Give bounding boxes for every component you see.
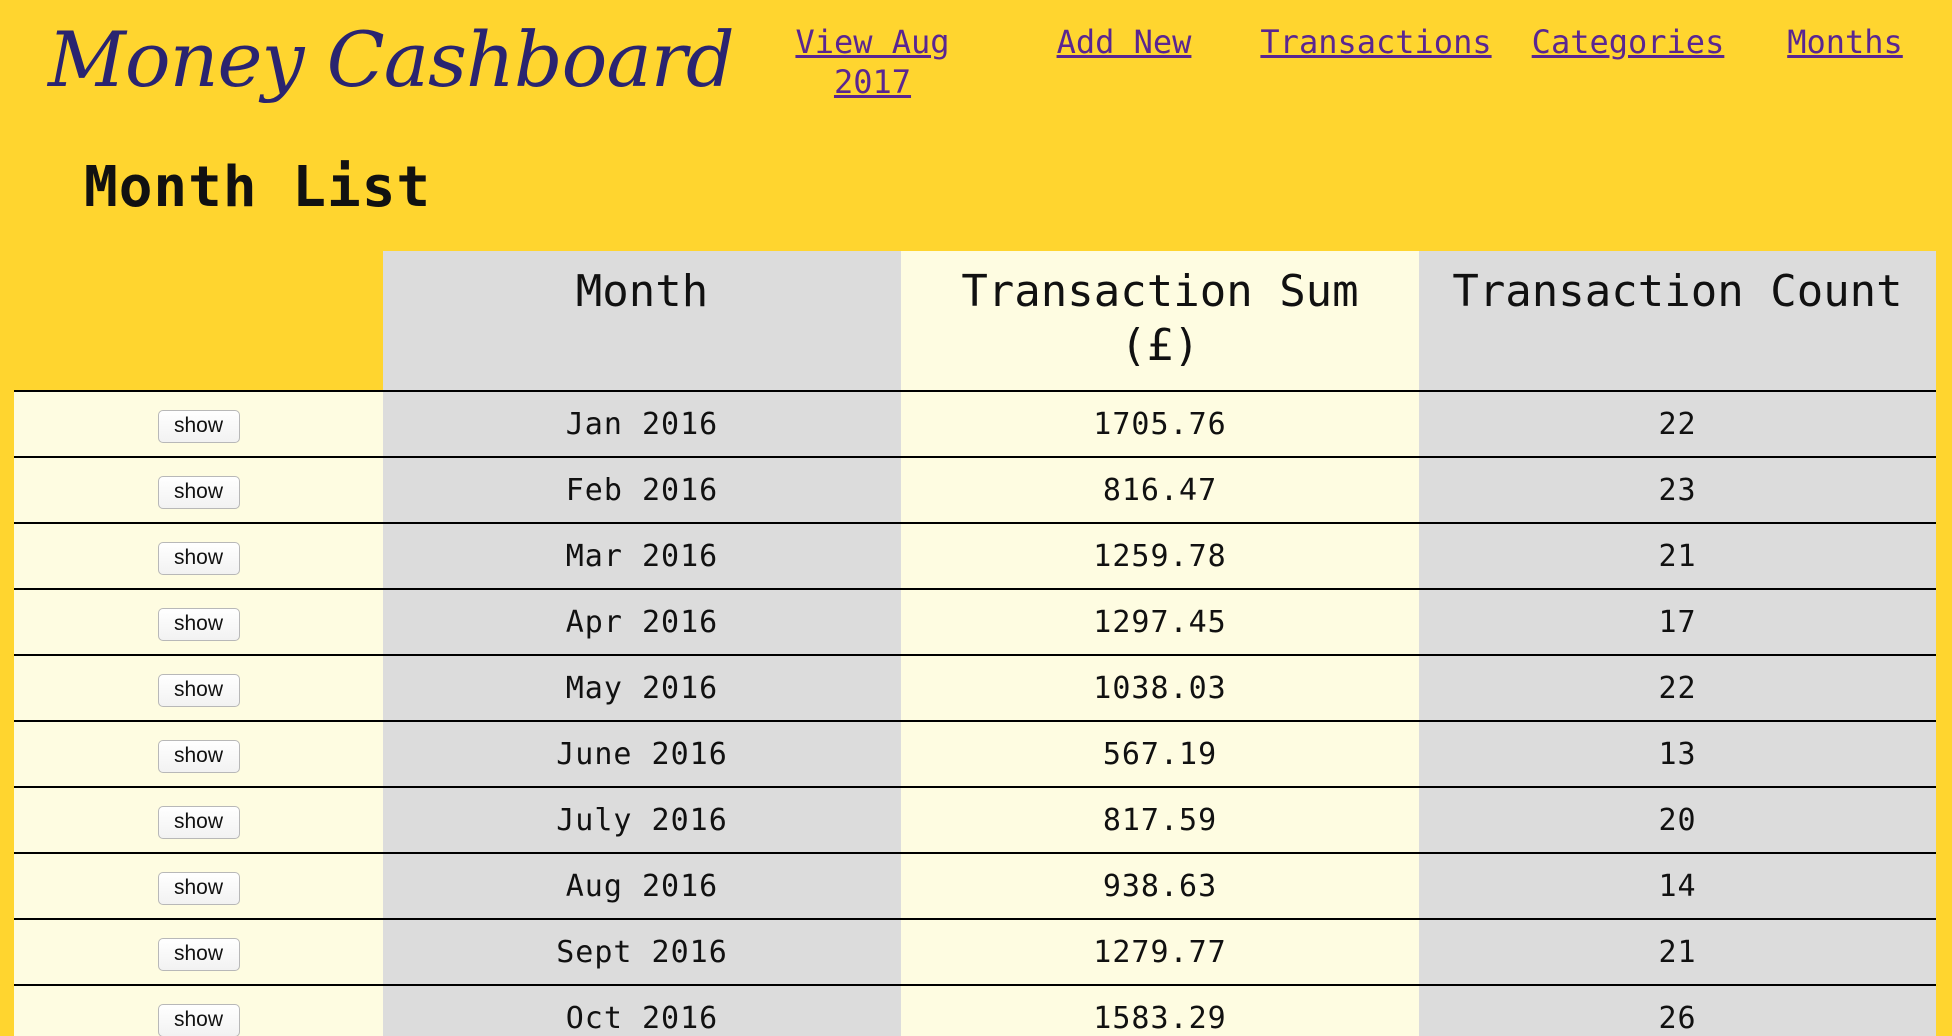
show-month-button[interactable]: show <box>157 805 240 839</box>
table-row: show Feb 2016 816.47 23 <box>14 456 1936 523</box>
show-month-button[interactable]: show <box>157 673 240 707</box>
month-cell: Oct 2016 <box>383 984 901 1036</box>
show-month-button[interactable]: show <box>157 541 240 575</box>
show-cell: show <box>14 984 383 1036</box>
table-row: show Aug 2016 938.63 14 <box>14 852 1936 919</box>
show-cell: show <box>14 852 383 919</box>
show-month-button[interactable]: show <box>157 475 240 509</box>
transaction-sum-cell: 1297.45 <box>901 588 1419 655</box>
table-row: show June 2016 567.19 13 <box>14 720 1936 787</box>
transaction-sum-cell: 567.19 <box>901 720 1419 787</box>
header-cell-transaction-sum: Transaction Sum (£) <box>901 251 1419 391</box>
transaction-sum-cell: 1705.76 <box>901 390 1419 457</box>
month-list-table: Month Transaction Sum (£) Transaction Co… <box>14 251 1936 1036</box>
transaction-count-cell: 13 <box>1419 720 1936 787</box>
transaction-sum-cell: 816.47 <box>901 456 1419 523</box>
transaction-sum-cell: 1583.29 <box>901 984 1419 1036</box>
show-month-button[interactable]: show <box>157 1003 240 1036</box>
month-cell: Apr 2016 <box>383 588 901 655</box>
show-month-button[interactable]: show <box>157 409 240 443</box>
nav-link-months[interactable]: Months <box>1787 23 1903 61</box>
app-logo[interactable]: Money Cashboard <box>48 15 735 104</box>
transaction-sum-cell: 938.63 <box>901 852 1419 919</box>
month-cell: Aug 2016 <box>383 852 901 919</box>
header-transaction-sum-line2: (£) <box>1120 320 1200 371</box>
nav-link-categories[interactable]: Categories <box>1531 23 1725 61</box>
transaction-count-cell: 21 <box>1419 522 1936 589</box>
nav-link-view-current-month[interactable]: View Aug 2017 <box>780 22 965 102</box>
transaction-count-cell: 22 <box>1419 390 1936 457</box>
nav-link-transactions[interactable]: Transactions <box>1260 23 1492 61</box>
month-cell: May 2016 <box>383 654 901 721</box>
header-cell-month: Month <box>383 251 901 391</box>
month-cell: Sept 2016 <box>383 918 901 985</box>
header-transaction-sum-line1: Transaction Sum <box>961 266 1359 317</box>
transaction-count-cell: 17 <box>1419 588 1936 655</box>
transaction-count-cell: 21 <box>1419 918 1936 985</box>
nav-link-view-current-month-line2: 2017 <box>833 63 912 101</box>
transaction-count-cell: 23 <box>1419 456 1936 523</box>
transaction-count-cell: 20 <box>1419 786 1936 853</box>
nav-link-view-current-month-line1: View Aug <box>795 23 950 61</box>
show-month-button[interactable]: show <box>157 607 240 641</box>
month-cell: July 2016 <box>383 786 901 853</box>
show-cell: show <box>14 654 383 721</box>
month-cell: Jan 2016 <box>383 390 901 457</box>
table-body: show Jan 2016 1705.76 22 show Feb 2016 816.47 2… <box>14 390 1936 1036</box>
table-row: show Mar 2016 1259.78 21 <box>14 522 1936 589</box>
show-month-button[interactable]: show <box>157 937 240 971</box>
header-cell-blank <box>14 251 383 391</box>
show-cell: show <box>14 588 383 655</box>
transaction-sum-cell: 1038.03 <box>901 654 1419 721</box>
transaction-count-cell: 14 <box>1419 852 1936 919</box>
show-month-button[interactable]: show <box>157 739 240 773</box>
month-cell: Feb 2016 <box>383 456 901 523</box>
show-cell: show <box>14 456 383 523</box>
table-row: show Sept 2016 1279.77 21 <box>14 918 1936 985</box>
show-cell: show <box>14 390 383 457</box>
show-cell: show <box>14 720 383 787</box>
page-title: Month List <box>84 155 432 220</box>
transaction-sum-cell: 1279.77 <box>901 918 1419 985</box>
month-cell: Mar 2016 <box>383 522 901 589</box>
transaction-count-cell: 26 <box>1419 984 1936 1036</box>
table-row: show July 2016 817.59 20 <box>14 786 1936 853</box>
nav-link-add-new[interactable]: Add New <box>1056 23 1192 61</box>
show-cell: show <box>14 918 383 985</box>
show-cell: show <box>14 786 383 853</box>
transaction-sum-cell: 1259.78 <box>901 522 1419 589</box>
show-cell: show <box>14 522 383 589</box>
table-header-row: Month Transaction Sum (£) Transaction Co… <box>14 251 1936 391</box>
header-cell-transaction-count: Transaction Count <box>1419 251 1936 391</box>
transaction-count-cell: 22 <box>1419 654 1936 721</box>
table-row: show May 2016 1038.03 22 <box>14 654 1936 721</box>
show-month-button[interactable]: show <box>157 871 240 905</box>
table-row: show Apr 2016 1297.45 17 <box>14 588 1936 655</box>
table-row: show Jan 2016 1705.76 22 <box>14 390 1936 457</box>
main-nav: View Aug 2017 Add New Transactions Categ… <box>0 22 1952 112</box>
table-row: show Oct 2016 1583.29 26 <box>14 984 1936 1036</box>
transaction-sum-cell: 817.59 <box>901 786 1419 853</box>
month-cell: June 2016 <box>383 720 901 787</box>
